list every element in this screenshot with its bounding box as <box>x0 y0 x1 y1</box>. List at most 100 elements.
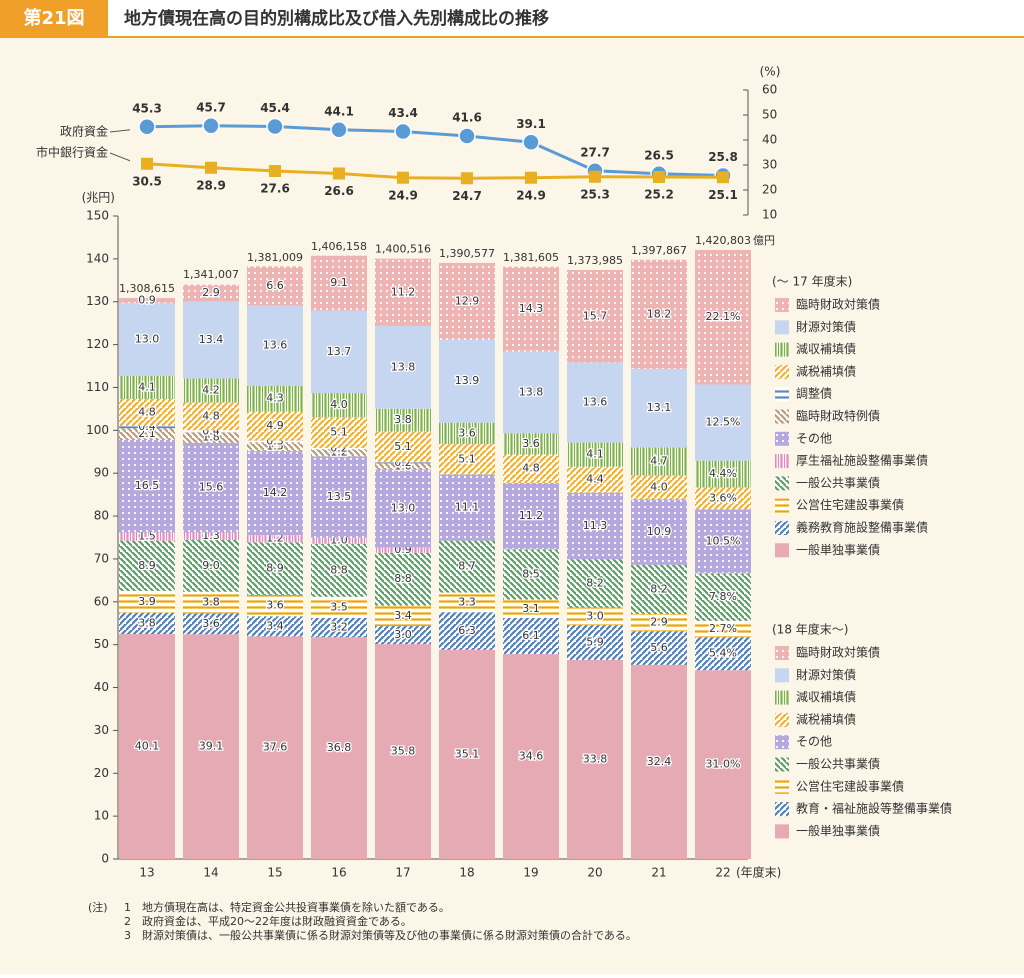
header-bg <box>0 0 1024 38</box>
segment-label: 3.8 <box>138 616 156 629</box>
legend-swatch <box>775 454 789 469</box>
segment-label: 5.1 <box>394 440 412 453</box>
point-label: 43.4 <box>388 106 418 120</box>
segment-label: 13.1 <box>647 401 672 414</box>
bar-segment <box>375 626 431 645</box>
bar-segment <box>247 411 303 441</box>
bar-segment <box>567 466 623 493</box>
segment-label: 15.7 <box>583 309 608 322</box>
total-unit: 億円 <box>753 234 775 247</box>
point-label: 44.1 <box>324 104 354 118</box>
bar-segment <box>311 617 367 638</box>
legend-swatch <box>775 320 789 335</box>
point <box>138 118 156 136</box>
bar-segment <box>247 305 303 386</box>
segment-label: 9.1 <box>330 276 348 289</box>
y-tick-label: 150 <box>86 209 109 223</box>
bar-segment <box>695 670 751 859</box>
legend-title: (18 年度末～) <box>772 622 848 637</box>
bar-segment <box>311 393 367 418</box>
segment-label: 3.8 <box>202 596 220 609</box>
bar-segment <box>375 408 431 432</box>
y-tick-label: 20 <box>94 766 109 780</box>
total-label: 1,381,605 <box>503 251 559 264</box>
segment-label: 3.6 <box>458 426 476 439</box>
segment-label: 13.0 <box>391 501 416 514</box>
bar-segment <box>503 482 559 550</box>
bar-segment <box>439 474 495 541</box>
legend-label: 減収補填債 <box>796 689 856 704</box>
segment-label: 33.8 <box>583 752 608 765</box>
segment-label: 4.4% <box>709 467 737 480</box>
bar-segment <box>695 384 751 461</box>
x-axis-label: (年度末) <box>736 865 781 880</box>
bar-segment <box>311 310 367 394</box>
legend-swatch <box>775 757 789 772</box>
bar-segment <box>439 262 495 340</box>
bar-segment <box>631 475 687 500</box>
point <box>717 171 729 184</box>
point-label: 30.5 <box>132 174 162 188</box>
point <box>458 127 476 145</box>
segment-label: 3.4 <box>266 619 284 632</box>
total-label: 1,381,009 <box>247 251 303 264</box>
segment-label: 4.9 <box>266 419 284 432</box>
total-label: 1,406,158 <box>311 240 367 253</box>
point-label: 24.7 <box>452 189 482 203</box>
bar-segment <box>247 440 303 443</box>
bar-segment <box>503 654 559 859</box>
line <box>146 162 724 180</box>
bar-segment <box>183 442 239 533</box>
y-tick-label: 40 <box>94 680 109 694</box>
segment-label: 4.4 <box>586 473 604 486</box>
x-tick-label: 17 <box>395 866 410 880</box>
note-text: 政府資金は、平成20〜22年度は財政融資資金である。 <box>142 914 412 928</box>
bar-segment <box>439 649 495 859</box>
bar-segment <box>311 449 367 457</box>
y2-tick-label: 30 <box>762 158 777 172</box>
legend-label: 財源対策債 <box>796 319 856 334</box>
bar-segment <box>247 442 303 452</box>
point-label: 41.6 <box>452 111 482 125</box>
segment-label: 8.9 <box>266 562 284 575</box>
point <box>205 161 217 174</box>
legend-label: 臨時財政対策債 <box>796 645 880 660</box>
x-tick-label: 18 <box>459 866 474 880</box>
point-label: 24.9 <box>516 188 546 202</box>
legend-label: 臨時財政特例債 <box>796 408 880 423</box>
bar-segment <box>567 659 623 859</box>
y2-tick-label: 40 <box>762 133 777 147</box>
bar-segment <box>695 637 751 671</box>
point-label: 27.7 <box>580 145 610 159</box>
segment-label: 8.8 <box>330 563 348 576</box>
bar-segment <box>311 596 367 618</box>
y-tick-label: 10 <box>94 809 109 823</box>
point <box>266 117 284 136</box>
legend-swatch <box>775 342 789 357</box>
y-axis-label: (兆円) <box>82 191 115 205</box>
point <box>141 157 153 170</box>
segment-label: 8.5 <box>522 567 540 580</box>
note-text: 地方債現在高は、特定資金公共投資事業債を除いた額である。 <box>142 900 450 914</box>
bar-segment <box>503 351 559 434</box>
bar-segment <box>183 402 239 431</box>
y-tick-label: 130 <box>86 294 109 308</box>
segment-label: 35.1 <box>455 747 480 760</box>
segment-label: 13.0 <box>135 333 160 346</box>
y2-tick-label: 10 <box>762 208 777 222</box>
bar-segment <box>311 447 367 450</box>
total-label: 1,420,803 <box>695 234 751 247</box>
bar-segment <box>567 607 623 626</box>
header-rule <box>0 36 1024 38</box>
point <box>461 172 473 185</box>
notes-label: (注) <box>88 900 108 914</box>
bar-segment <box>311 537 367 544</box>
figure-number: 第21図 <box>23 7 84 29</box>
segment-label: 37.6 <box>263 741 288 754</box>
bar-segment <box>375 469 431 548</box>
segment-label: 4.0 <box>650 480 668 493</box>
bar-segment <box>119 439 175 533</box>
segment-label: 13.4 <box>199 333 224 346</box>
y-tick-label: 0 <box>101 852 109 866</box>
